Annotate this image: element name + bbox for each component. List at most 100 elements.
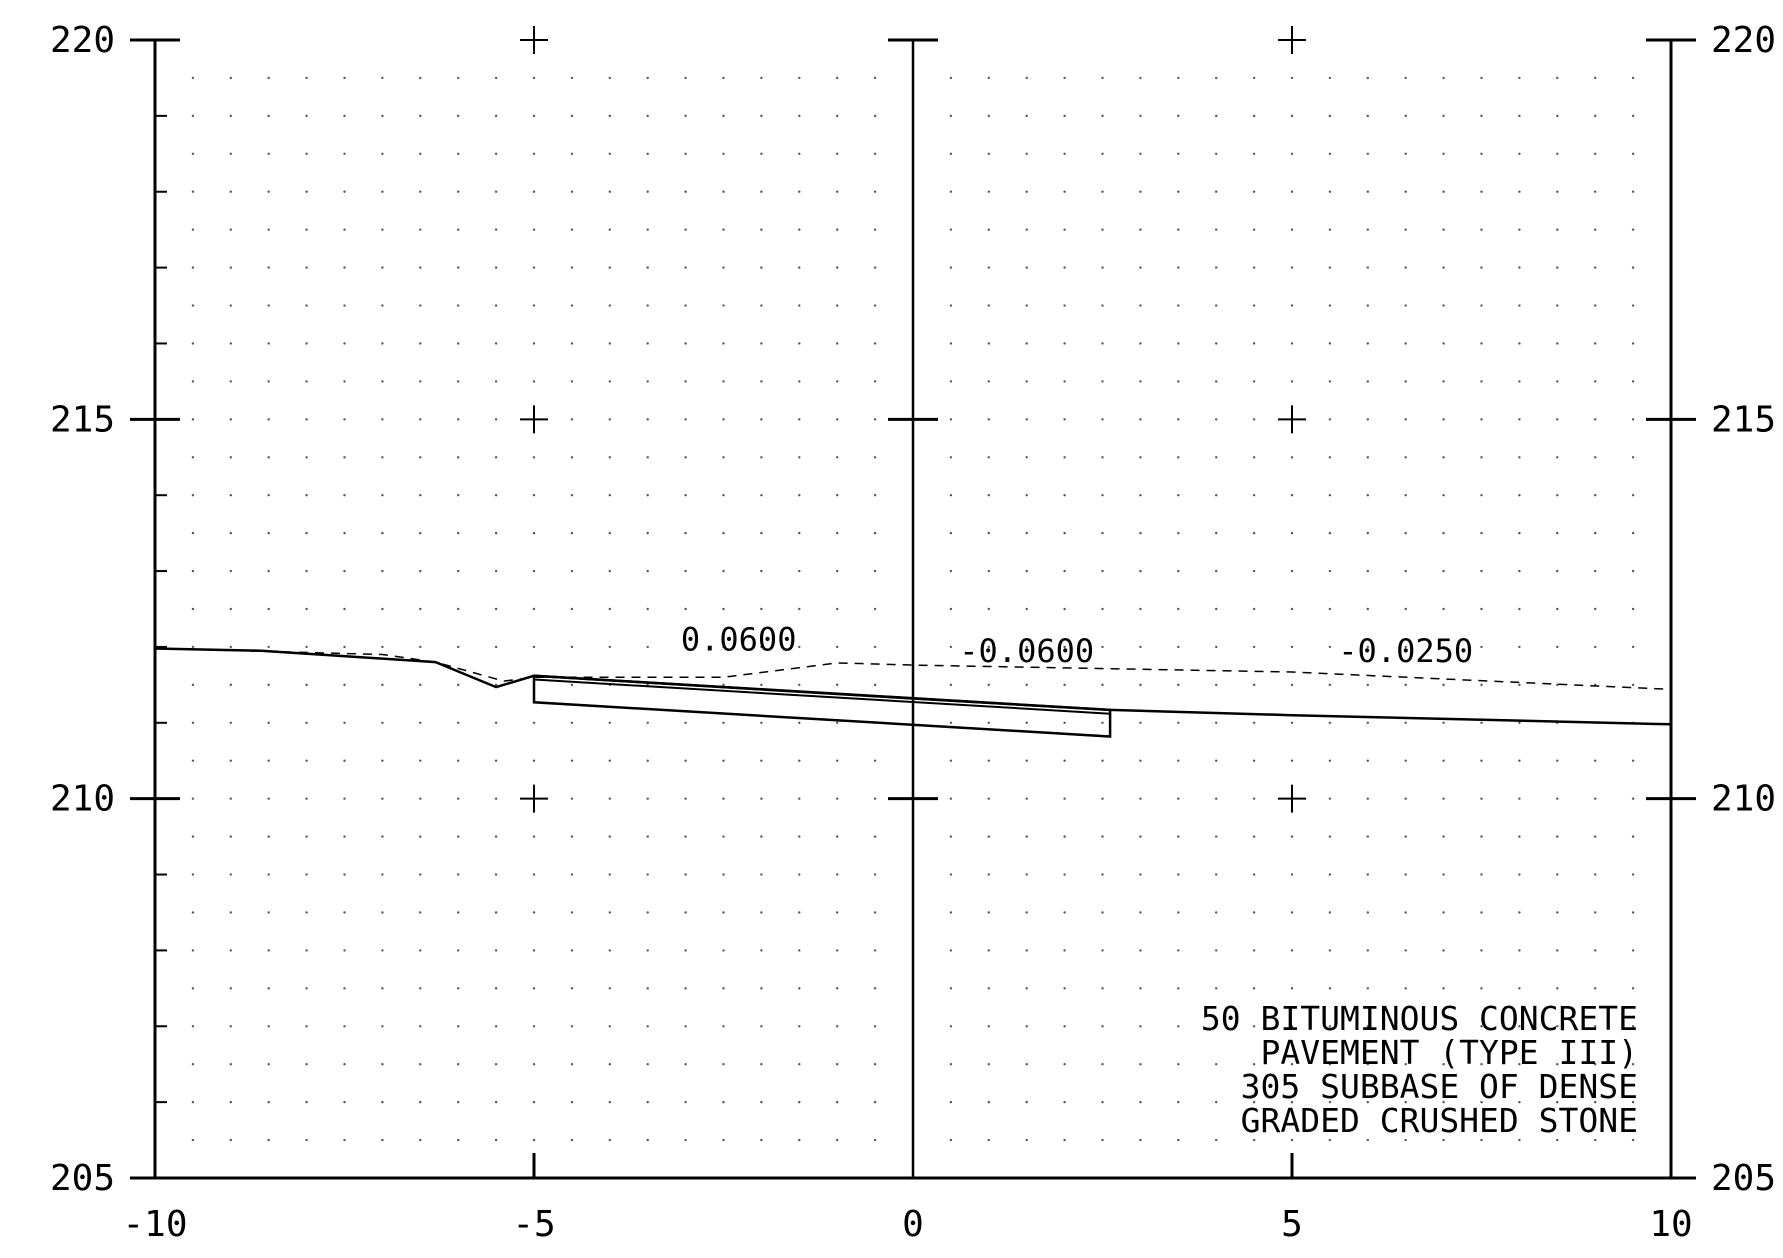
grid-dot <box>1101 152 1104 155</box>
grid-dot <box>305 873 308 876</box>
grid-dot <box>987 683 990 687</box>
grid-dot <box>229 266 232 269</box>
grid-dot <box>267 152 270 155</box>
grid-dot <box>987 1025 990 1028</box>
grid-dot <box>760 342 763 345</box>
grid-dot <box>1404 1138 1407 1142</box>
grid-dot <box>1328 1138 1332 1142</box>
grid-dot <box>532 76 536 80</box>
grid-dot <box>722 949 725 952</box>
grid-dot <box>1063 494 1066 497</box>
grid-dot <box>267 645 270 649</box>
grid-dot <box>381 114 384 118</box>
grid-dot <box>1177 342 1180 345</box>
grid-dot <box>684 835 687 838</box>
grid-dot <box>1290 304 1294 307</box>
grid-dot <box>949 531 953 535</box>
grid-dot <box>684 342 687 345</box>
grid-dot <box>419 873 422 876</box>
grid-dot <box>608 1025 611 1028</box>
grid-dot <box>1366 759 1370 762</box>
grid-dot <box>1290 683 1294 687</box>
grid-dot <box>267 1025 270 1028</box>
grid-dot <box>836 759 839 762</box>
grid-dot <box>570 114 574 118</box>
grid-dot <box>1594 873 1597 876</box>
grid-dot <box>873 873 877 876</box>
grid-dot <box>1290 190 1294 193</box>
pavement-layer-box <box>532 674 1112 738</box>
grid-dot <box>1518 987 1521 990</box>
grid-dot <box>722 987 725 990</box>
grid-dot <box>457 494 460 497</box>
grid-dot <box>229 418 232 421</box>
grid-dot <box>1252 949 1256 952</box>
grid-dot <box>722 1025 725 1028</box>
grid-dot <box>1215 114 1218 118</box>
grid-dot <box>949 949 953 952</box>
grid-dot <box>1631 494 1635 497</box>
grid-dot <box>949 456 953 459</box>
grid-dot <box>1518 531 1521 535</box>
grid-dot <box>949 76 953 80</box>
grid-dot <box>267 266 270 269</box>
grid-dot <box>1025 1138 1028 1142</box>
grid-dot <box>1594 607 1597 611</box>
grid-dot <box>419 456 422 459</box>
grid-dot <box>1366 835 1370 838</box>
grid-dot <box>1631 835 1635 838</box>
grid-dot <box>229 569 232 573</box>
grid-dot <box>305 683 308 687</box>
grid-dot <box>1518 911 1521 914</box>
grid-dot <box>532 1138 536 1142</box>
grid-dot <box>1177 949 1180 952</box>
grid-dot <box>798 266 801 269</box>
grid-dot <box>419 190 422 193</box>
grid-dot <box>419 1025 422 1028</box>
grid-dot <box>1101 949 1104 952</box>
grid-dot <box>1252 797 1256 800</box>
grid-dot <box>1442 1138 1445 1142</box>
grid-dot <box>949 1138 953 1142</box>
grid-dot <box>1139 266 1142 269</box>
grid-dot <box>1631 797 1635 800</box>
grid-dot <box>343 494 346 497</box>
slope-labels: 0.0600 -0.0600 -0.0250 <box>681 621 1473 670</box>
grid-dot <box>1594 1138 1597 1142</box>
grid-dot <box>1177 531 1180 535</box>
grid-dot <box>1442 228 1445 231</box>
grid-dot <box>343 342 346 345</box>
grid-dot <box>1177 228 1180 231</box>
grid-dot <box>836 76 839 80</box>
grid-dot <box>1215 1025 1218 1028</box>
grid-dot <box>1556 949 1559 952</box>
grid-dot <box>987 114 990 118</box>
grid-dot <box>722 190 725 193</box>
grid-dot <box>570 1138 574 1142</box>
grid-dot <box>760 380 763 383</box>
grid-dot <box>1404 835 1407 838</box>
grid-dot <box>305 1025 308 1028</box>
grid-dot <box>305 569 308 573</box>
grid-dot <box>1215 1138 1218 1142</box>
grid-dot <box>381 683 384 687</box>
grid-dot <box>494 987 498 990</box>
grid-dot <box>836 569 839 573</box>
y-tick-label-right: 215 <box>1711 399 1776 440</box>
grid-dot <box>1215 645 1218 649</box>
grid-dot <box>1063 835 1066 838</box>
grid-dot <box>1177 114 1180 118</box>
grid-dot <box>1290 76 1294 80</box>
grid-dot <box>608 190 611 193</box>
grid-dot <box>987 418 990 421</box>
grid-dot <box>1442 304 1445 307</box>
grid-dot <box>1215 569 1218 573</box>
grid-dot <box>987 304 990 307</box>
grid-dot <box>494 1100 498 1104</box>
grid-dot <box>798 1138 801 1142</box>
grid-dot <box>1404 721 1407 724</box>
grid-dot <box>1101 76 1104 80</box>
grid-dot <box>1366 873 1370 876</box>
grid-dot <box>760 494 763 497</box>
